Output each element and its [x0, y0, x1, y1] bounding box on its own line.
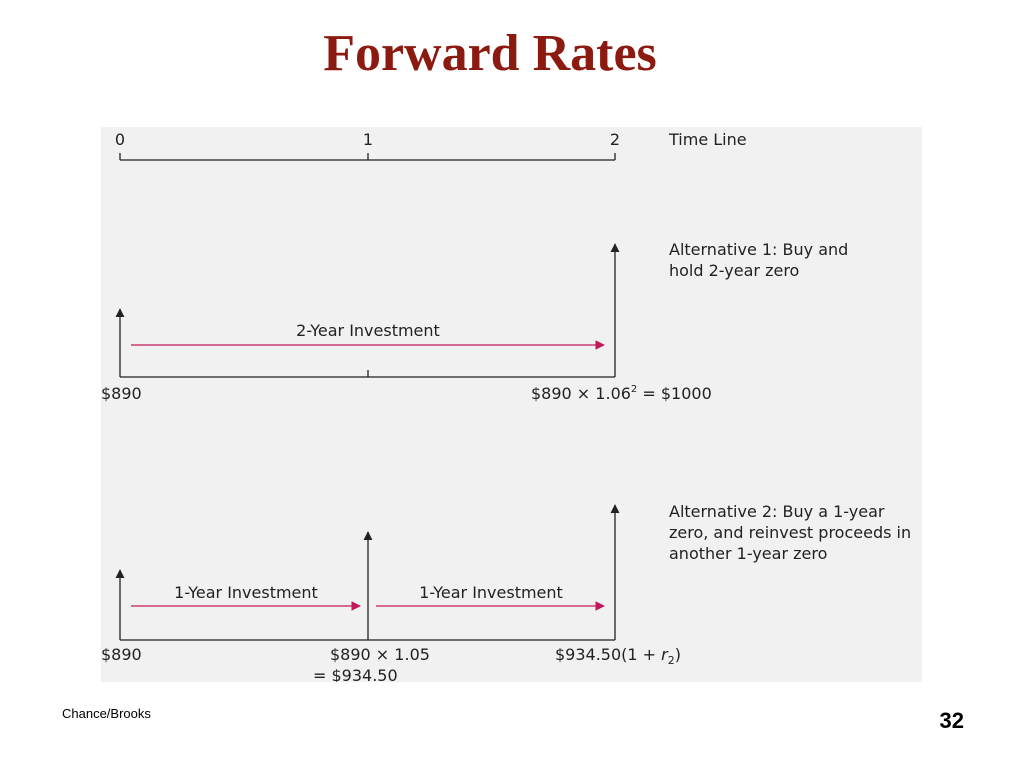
timeline-tick-label-2: 2	[610, 130, 620, 149]
alt2-end-value-base: $934.50(1 +	[555, 645, 661, 664]
diagram-canvas: 0 1 2 Time Line Alternative 1: Buy and h…	[101, 130, 911, 682]
footer-source: Chance/Brooks	[62, 706, 151, 721]
page-number: 32	[939, 708, 964, 733]
timeline-tick-label-1: 1	[363, 130, 373, 149]
alt1-description-line1: Alternative 1: Buy and	[669, 240, 848, 259]
timeline-tick-label-0: 0	[115, 130, 125, 149]
alt2-description-line2: zero, and reinvest proceeds in	[669, 523, 911, 542]
alternative-1: Alternative 1: Buy and hold 2-year zero …	[101, 240, 848, 403]
alt1-end-value-exponent: 2	[631, 384, 637, 395]
forward-rates-diagram: 0 1 2 Time Line Alternative 1: Buy and h…	[101, 127, 922, 682]
alt2-end-value-subscript: 2	[668, 654, 675, 667]
alt2-start-value: $890	[101, 645, 142, 664]
alt2-end-value: $934.50(1 + r2)	[555, 645, 681, 667]
alt1-end-value-result: = $1000	[637, 384, 711, 403]
alt1-description-line2: hold 2-year zero	[669, 261, 799, 280]
slide-title: Forward Rates	[323, 25, 657, 82]
alt2-mid-value-line1: $890 × 1.05	[330, 645, 430, 664]
alt1-end-value: $890 × 1.062 = $1000	[531, 384, 712, 403]
alt2-mid-value-line2: = $934.50	[313, 666, 398, 682]
alt2-investment-label-1: 1-Year Investment	[174, 583, 318, 602]
time-line: 0 1 2 Time Line	[115, 130, 747, 161]
alt2-end-value-rate: r	[661, 645, 669, 664]
alt1-start-value: $890	[101, 384, 142, 403]
timeline-label: Time Line	[668, 130, 747, 149]
alt2-end-value-close: )	[675, 645, 681, 664]
alt2-investment-label-2: 1-Year Investment	[419, 583, 563, 602]
alt1-end-value-base: $890 × 1.06	[531, 384, 631, 403]
alt1-investment-label: 2-Year Investment	[296, 321, 440, 340]
alternative-2: Alternative 2: Buy a 1-year zero, and re…	[101, 502, 911, 682]
alt2-description-line3: another 1-year zero	[669, 544, 827, 563]
alt2-description-line1: Alternative 2: Buy a 1-year	[669, 502, 885, 521]
